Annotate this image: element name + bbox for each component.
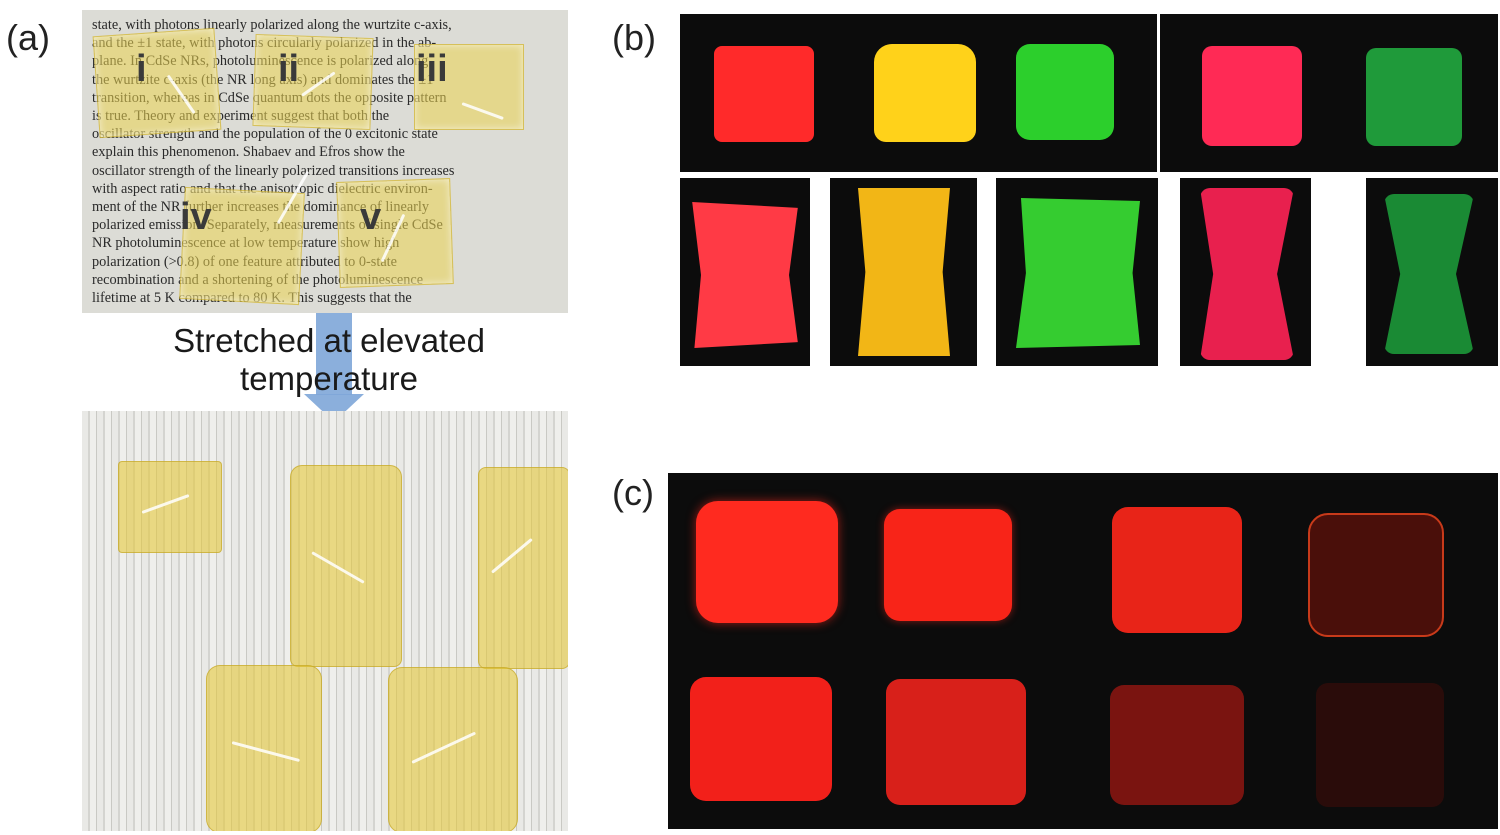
pink-film-swatch (1202, 46, 1302, 146)
yellow-film-swatch (874, 44, 976, 142)
stretched-yellow-film (858, 188, 950, 356)
stretched-green-film (1016, 198, 1140, 348)
red-film-swatch (1112, 507, 1242, 633)
panel-label-b: (b) (612, 17, 656, 58)
stretched-film (290, 465, 402, 667)
background-text-line: ment of the NR further increases the dom… (92, 199, 429, 216)
stretched-pink-photo (1180, 178, 1311, 366)
film-label-iv: iv (180, 196, 212, 238)
background-text-line: NR photoluminescence at low temperature … (92, 235, 399, 252)
stretched-dark-green-photo (1366, 178, 1498, 366)
red-film-swatch (690, 677, 832, 801)
background-text-line: with aspect ratio and that the anisotrop… (92, 180, 433, 197)
background-text-line: polarization (>0.8) of one feature attri… (92, 253, 397, 270)
panel-c-photo (668, 473, 1498, 829)
caption-line-2: temperature (240, 360, 418, 397)
film-label-iii: iii (416, 48, 448, 90)
dark-green-film-swatch (1366, 48, 1462, 146)
red-film-swatch (886, 679, 1026, 805)
down-arrow-shaft (316, 313, 352, 395)
red-film-swatch (884, 509, 1012, 621)
stretched-green-photo (996, 178, 1158, 366)
red-film-swatch (696, 501, 838, 623)
panel-b-top-right-photo (1160, 14, 1498, 172)
background-text-line: lifetime at 5 K compared to 80 K. This s… (92, 290, 412, 307)
stretched-red-photo (680, 178, 810, 366)
background-text-line: recombination and a shortening of the ph… (92, 271, 423, 288)
stretched-film (478, 467, 568, 669)
stretched-pink-film (1200, 188, 1294, 360)
stretched-film (118, 461, 222, 553)
film-ii (252, 33, 374, 131)
film-i (92, 27, 222, 139)
film-label-v: v (360, 196, 382, 238)
stretched-film (388, 667, 518, 831)
panel-label-c: (c) (612, 472, 654, 513)
panel-label-a: (a) (6, 17, 50, 58)
very-dim-red-film-swatch (1316, 683, 1444, 807)
background-text-line: state, with photons linearly polarized a… (92, 17, 452, 33)
stretched-dark-green-film (1384, 194, 1474, 354)
stretched-red-film (692, 202, 798, 348)
background-text-line: explain this phenomenon. Shabaev and Efr… (92, 144, 405, 161)
film-label-ii: ii (278, 48, 300, 90)
red-film-swatch (714, 46, 814, 142)
dim-red-film-swatch (1110, 685, 1244, 805)
unstretched-films-photo: state, with photons linearly polarized a… (82, 10, 568, 313)
panel-b-top-left-photo (680, 14, 1157, 172)
green-film-swatch (1016, 44, 1114, 140)
background-text-line: oscillator strength of the linearly pola… (92, 162, 455, 179)
stretch-caption: Stretched at elevated temperature (106, 322, 552, 398)
stretched-films-photo (82, 411, 568, 831)
film-label-i: i (136, 48, 147, 90)
caption-line-1: Stretched at elevated (173, 322, 485, 359)
stretched-yellow-photo (830, 178, 977, 366)
faint-red-film-swatch (1308, 513, 1444, 637)
stretched-film (206, 665, 322, 831)
background-text-line: polarized emission. Separately, measurem… (92, 217, 443, 234)
film-iii (414, 44, 524, 130)
